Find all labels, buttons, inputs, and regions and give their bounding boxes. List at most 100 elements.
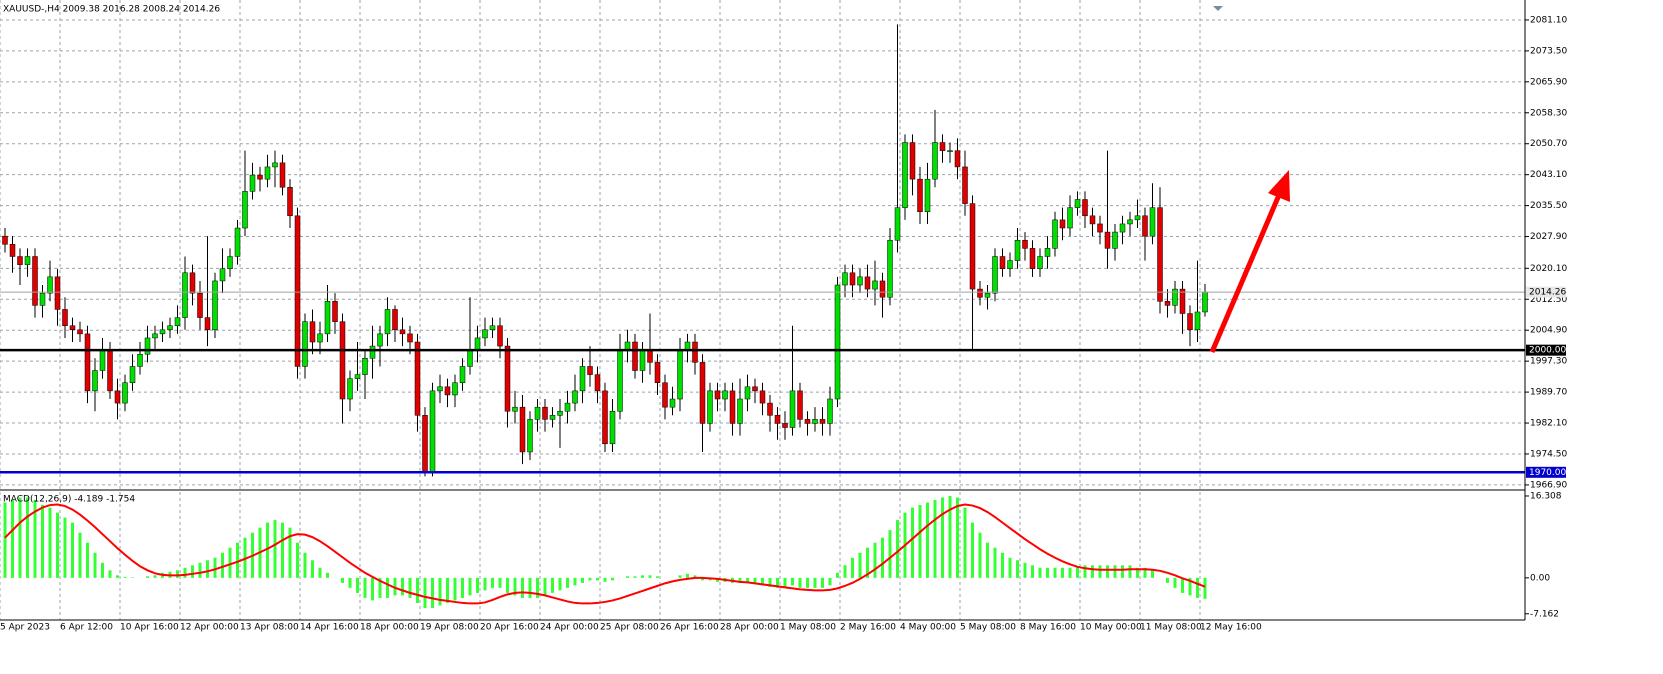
candle-body <box>654 362 661 383</box>
candle-body <box>437 386 443 392</box>
candle-body <box>249 174 256 192</box>
price-tag-label: 1970.00 <box>1529 468 1566 478</box>
candle-body <box>399 329 406 335</box>
labels: 2081.10 2073.50 2065.90 2058.30 2050.70 2043.… <box>0 15 1567 632</box>
candle-body <box>332 301 338 322</box>
candle-body <box>542 406 548 420</box>
candle-body <box>534 406 541 420</box>
candle-body <box>234 227 241 257</box>
candle-body <box>1164 301 1171 306</box>
chart-title: XAUUSD-,H4 2009.38 2016.28 2008.24 2014.… <box>3 5 220 15</box>
candle-body <box>1194 311 1201 331</box>
candle-body <box>819 419 826 424</box>
candle-body <box>392 309 398 331</box>
candle-body <box>1202 291 1208 313</box>
candle-body <box>1037 256 1043 269</box>
x-tick-label: 12 May 16:00 <box>1200 623 1262 633</box>
candle-body <box>707 390 713 424</box>
candle-body <box>579 366 586 392</box>
y-tick-label: 1966.90 <box>1530 480 1567 490</box>
candle-body <box>1142 215 1148 237</box>
candle-body <box>1172 288 1178 306</box>
candle-body <box>212 280 218 331</box>
candle-body <box>992 256 998 294</box>
candle-body <box>797 390 803 420</box>
candle-body <box>444 386 451 396</box>
candle-body <box>984 292 991 298</box>
candle-body <box>632 341 638 371</box>
signal-line <box>4 503 1206 605</box>
x-tick-label: 5 May 08:00 <box>960 623 1016 633</box>
candle-body <box>962 166 968 204</box>
candle-body <box>1187 313 1193 331</box>
indicator-title: MACD(12,26,9) -4.189 -1.754 <box>3 495 135 505</box>
y-tick-label: 2065.90 <box>1530 77 1567 87</box>
candle-body <box>99 349 106 371</box>
candle-body <box>1112 231 1118 249</box>
candle-body <box>1127 219 1133 225</box>
candle-body <box>369 345 376 359</box>
candle-body <box>1074 199 1081 208</box>
candle-body <box>204 317 211 331</box>
candle-body <box>9 244 16 257</box>
candle-body <box>639 349 646 371</box>
candle-body <box>512 406 518 412</box>
candle-body <box>504 345 511 412</box>
y-tick-label: 2027.90 <box>1530 232 1567 242</box>
y-tick-label: 2043.10 <box>1530 170 1567 180</box>
y-tick-label: 2012.50 <box>1530 295 1567 305</box>
candle-body <box>737 398 743 424</box>
candle-body <box>1044 248 1051 257</box>
candle-body <box>902 142 908 208</box>
candle-body <box>429 390 436 473</box>
candle-body <box>422 415 428 473</box>
candle-body <box>804 419 811 424</box>
y-tick-label: 1989.70 <box>1530 388 1567 398</box>
candle-body <box>894 207 901 241</box>
x-tick-label: 25 Apr 08:00 <box>600 623 659 633</box>
candle-body <box>452 382 458 396</box>
y-tick-label: 1974.50 <box>1530 449 1567 459</box>
candle-body <box>834 284 841 400</box>
candle-body <box>924 178 931 212</box>
marks <box>0 24 1525 608</box>
candle-body <box>932 142 938 180</box>
candle-body <box>1029 248 1036 269</box>
candle-body <box>144 337 151 355</box>
candle-body <box>107 349 113 392</box>
candle-body <box>527 419 533 453</box>
x-tick-label: 13 Apr 08:00 <box>240 623 299 633</box>
x-tick-label: 12 Apr 00:00 <box>180 623 239 633</box>
candle-body <box>1022 239 1028 249</box>
candle-body <box>1007 260 1013 269</box>
candle-body <box>152 333 158 339</box>
price-tag-label: 2000.00 <box>1529 346 1566 356</box>
candle-body <box>827 398 833 424</box>
candle-body <box>617 349 623 412</box>
y-tick-label: -7.162 <box>1530 609 1559 619</box>
candle-body <box>752 386 758 392</box>
x-tick-label: 6 Apr 12:00 <box>60 623 113 633</box>
y-tick-label: 1997.30 <box>1530 357 1567 367</box>
candle-body <box>947 150 953 152</box>
candle-body <box>482 329 488 339</box>
x-tick-label: 8 May 16:00 <box>1020 623 1076 633</box>
candle-body <box>909 142 916 180</box>
x-tick-label: 19 Apr 08:00 <box>420 623 479 633</box>
candle-body <box>114 390 121 404</box>
candle-body <box>519 406 526 453</box>
candle-body <box>324 301 331 335</box>
candle-body <box>594 374 601 392</box>
candle-body <box>302 321 308 367</box>
candle-body <box>572 390 578 404</box>
candle-body <box>62 309 68 326</box>
candle-body <box>1097 223 1103 233</box>
candle-body <box>999 256 1006 269</box>
candle-body <box>384 309 391 335</box>
candle-body <box>662 382 668 408</box>
candle-body <box>744 386 751 400</box>
x-tick-label: 14 Apr 16:00 <box>300 623 359 633</box>
candle-body <box>849 272 856 286</box>
